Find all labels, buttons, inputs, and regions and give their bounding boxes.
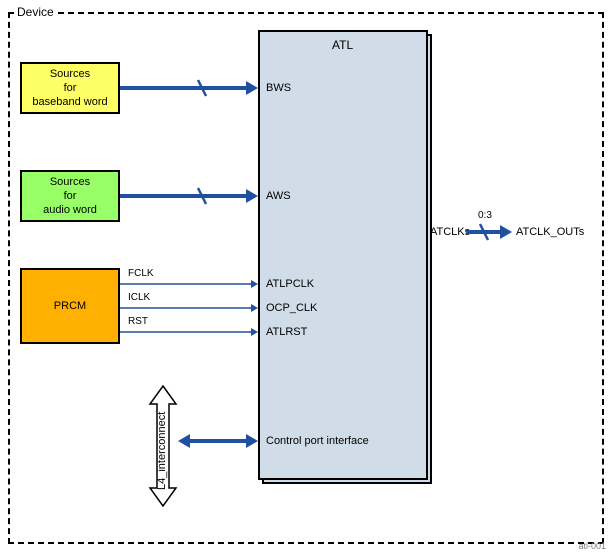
device-title: Device [14, 5, 57, 19]
arrow-audio [120, 186, 258, 206]
arrow-fclk [120, 279, 258, 289]
arrow-iclk [120, 303, 258, 313]
label-iclk: ICLK [128, 292, 150, 303]
arrow-baseband [120, 78, 258, 98]
prcm-box: PRCM [20, 268, 120, 344]
atl-block [258, 30, 428, 480]
footer-id: atl-001 [578, 541, 606, 551]
port-atlrst: ATLRST [266, 326, 307, 338]
port-atclks: ATCLKs [430, 226, 470, 238]
audio-label: Sources for audio word [43, 175, 97, 218]
diagram-canvas: Device ATL BWS AWS ATLPCLK OCP_CLK ATLRS… [0, 0, 612, 553]
arrow-atclk-out [466, 222, 512, 242]
port-bws: BWS [266, 82, 291, 94]
baseband-label: Sources for baseband word [32, 67, 107, 110]
label-bus-width: 0:3 [478, 210, 492, 221]
port-atlpclk: ATLPCLK [266, 278, 314, 290]
arrow-rst [120, 327, 258, 337]
atl-title: ATL [332, 38, 353, 52]
label-rst: RST [128, 316, 148, 327]
audio-sources-box: Sources for audio word [20, 170, 120, 222]
label-l4-interconnect: L4_interconnect [156, 412, 168, 490]
port-ocpclk: OCP_CLK [266, 302, 317, 314]
prcm-label: PRCM [54, 299, 86, 313]
arrow-l4 [178, 431, 258, 451]
baseband-sources-box: Sources for baseband word [20, 62, 120, 114]
port-control: Control port interface [266, 435, 369, 447]
port-aws: AWS [266, 190, 291, 202]
label-atclk-outs: ATCLK_OUTs [516, 226, 584, 238]
label-fclk: FCLK [128, 268, 154, 279]
